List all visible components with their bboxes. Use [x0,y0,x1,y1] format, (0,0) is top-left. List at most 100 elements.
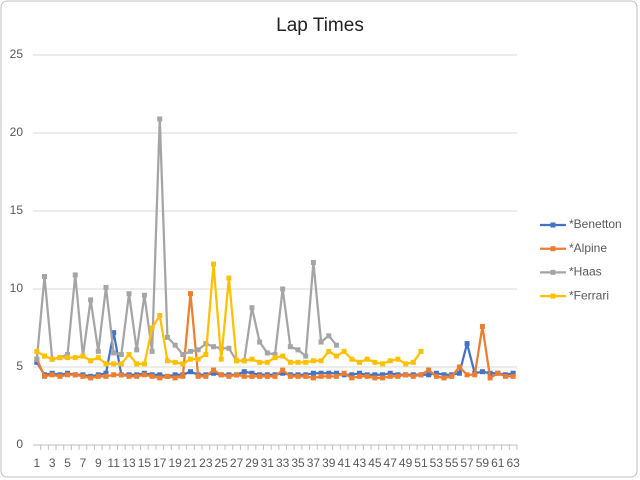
x-tick-label: 19 [168,456,182,470]
point-marker [149,373,155,379]
point-marker [380,372,386,378]
point-marker [118,372,124,378]
point-marker [141,361,147,367]
point-marker [211,367,217,373]
point-marker [95,348,101,354]
legend-label: *Alpine [569,241,607,255]
x-tick-label: 21 [184,456,198,470]
point-marker [65,355,71,361]
point-marker [441,375,447,381]
point-marker [418,348,424,354]
point-marker [387,358,393,364]
x-tick-label: 15 [138,456,152,470]
point-marker [264,350,270,356]
point-marker [187,291,193,297]
point-marker [333,373,339,379]
point-marker [456,370,462,376]
point-marker [157,116,163,122]
legend-label: *Ferrari [569,288,609,302]
point-marker [357,373,363,379]
point-marker [280,353,286,359]
point-marker [172,375,178,381]
point-marker [333,370,339,376]
point-marker [357,359,363,365]
point-marker [118,361,124,367]
x-tick-label: 57 [460,456,474,470]
point-marker [203,352,209,358]
point-marker [103,370,109,376]
x-tick-label: 23 [199,456,213,470]
point-marker [502,373,508,379]
point-marker [49,356,55,362]
point-marker [287,344,293,350]
point-marker [226,275,232,281]
point-marker [103,361,109,367]
series-line [35,117,338,362]
x-tick-label: 61 [491,456,505,470]
point-marker [249,356,255,362]
x-tick-label: 37 [307,456,321,470]
x-tick-label: 9 [95,456,102,470]
point-marker [195,373,201,379]
point-marker [72,355,78,361]
point-marker [149,325,155,331]
point-marker [218,356,224,362]
point-marker [257,339,263,345]
point-marker [88,358,94,364]
x-tick-label: 17 [153,456,167,470]
point-marker [141,292,147,298]
y-tick-label: 0 [16,437,23,451]
x-tick-label: 27 [230,456,244,470]
point-marker [141,372,147,378]
point-marker [149,348,155,354]
x-tick-label: 25 [215,456,229,470]
point-marker [134,361,140,367]
point-marker [280,370,286,376]
point-marker [172,372,178,378]
x-tick-label: 55 [445,456,459,470]
point-marker [341,370,347,376]
point-marker [111,350,117,356]
point-marker [134,373,140,379]
point-marker [57,373,63,379]
point-marker [257,373,263,379]
y-tick-label: 25 [10,47,24,61]
point-marker [479,323,485,329]
point-marker [172,342,178,348]
y-tick-label: 15 [10,203,24,217]
point-marker [272,373,278,379]
x-tick-label: 1 [33,456,40,470]
point-marker [310,370,316,376]
x-tick-label: 59 [476,456,490,470]
point-marker [126,352,132,358]
point-marker [280,286,286,292]
x-tick-label: 13 [122,456,136,470]
point-marker [449,373,455,379]
point-marker [310,375,316,381]
point-marker [126,373,132,379]
point-marker [34,348,40,354]
point-marker [226,345,232,351]
point-marker [280,367,286,373]
point-marker [157,313,163,319]
point-marker [195,347,201,353]
point-marker [380,361,386,367]
point-marker [157,372,163,378]
point-marker [65,352,71,358]
point-marker [318,358,324,364]
point-marker [34,359,40,365]
point-marker [95,355,101,361]
point-marker [510,373,516,379]
point-marker [57,355,63,361]
point-marker [241,369,247,375]
point-marker [111,372,117,378]
point-marker [395,373,401,379]
point-marker [372,359,378,365]
point-marker [349,356,355,362]
point-marker [295,359,301,365]
point-marker [372,372,378,378]
point-marker [180,352,186,358]
point-marker [80,353,86,359]
x-tick-label: 35 [291,456,305,470]
